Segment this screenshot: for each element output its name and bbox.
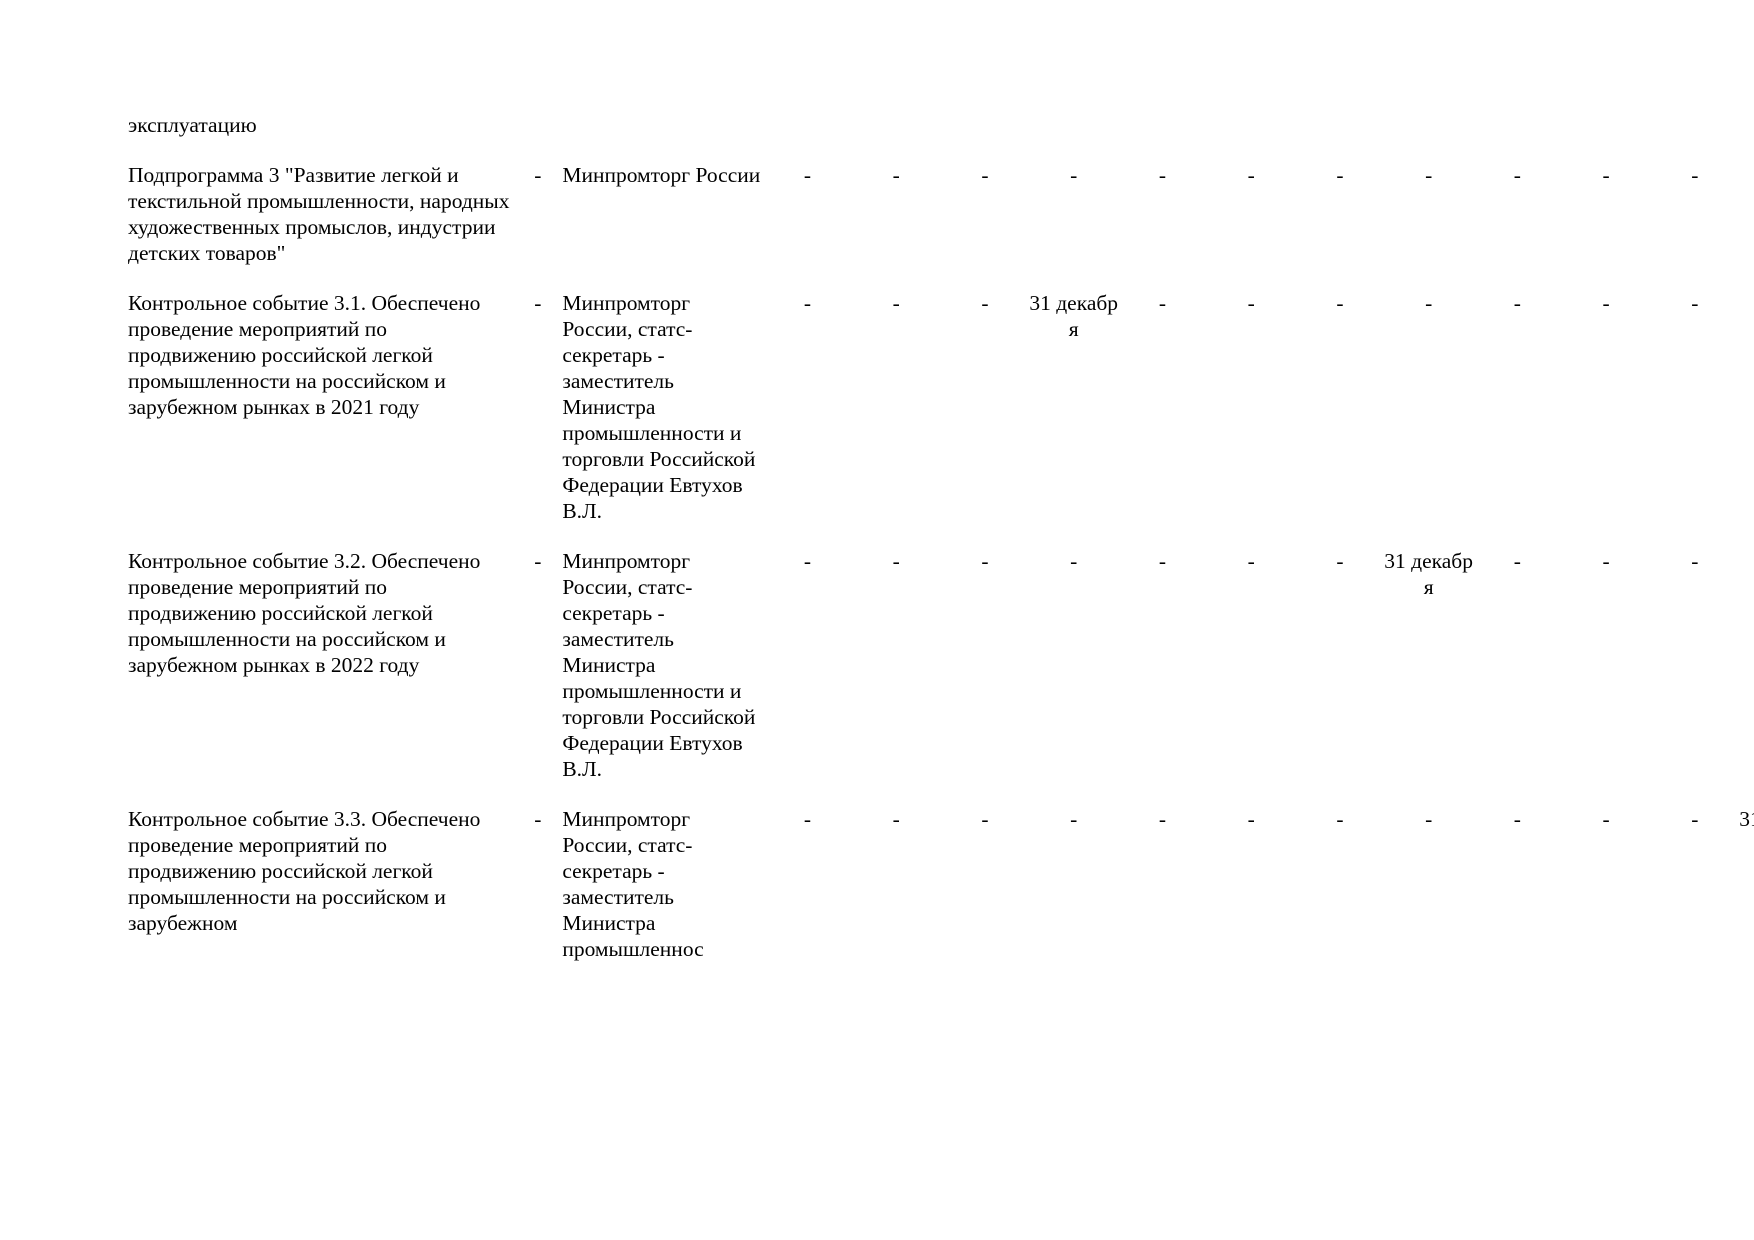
date-cell: - bbox=[1602, 549, 1610, 573]
date-cell: - bbox=[1336, 291, 1344, 315]
event-name-cell: Контрольное событие 3.1. Обеспечено пров… bbox=[128, 291, 481, 419]
row-spacer bbox=[128, 524, 1754, 548]
date-cell: 31 декабря bbox=[1029, 291, 1119, 341]
continuation-paragraph: эксплуатацию bbox=[128, 113, 257, 137]
date-cell: - bbox=[1425, 291, 1433, 315]
date-cell: - bbox=[1513, 549, 1521, 573]
date-cell: - bbox=[1602, 807, 1610, 831]
row-spacer-cell bbox=[128, 266, 1754, 290]
date-cell: - bbox=[981, 807, 989, 831]
date-cell: - bbox=[1691, 163, 1699, 187]
date-cell: - bbox=[1739, 290, 1754, 524]
date-cell: - bbox=[1336, 807, 1344, 831]
program-schedule-table: Подпрограмма 3 "Развитие легкой и тексти… bbox=[128, 162, 1754, 962]
marker-cell: - bbox=[534, 807, 542, 831]
responsible-party-cell: Минпромторг России bbox=[562, 163, 761, 187]
marker-cell: - bbox=[534, 163, 542, 187]
date-cell: - bbox=[981, 549, 989, 573]
date-cell: - bbox=[1513, 291, 1521, 315]
date-cell: - bbox=[1739, 162, 1754, 266]
date-cell: - bbox=[1513, 807, 1521, 831]
date-cell: - bbox=[1602, 163, 1610, 187]
row-spacer-cell bbox=[128, 782, 1754, 806]
date-cell: - bbox=[1739, 548, 1754, 782]
date-cell: - bbox=[1247, 291, 1255, 315]
table-row: Подпрограмма 3 "Развитие легкой и тексти… bbox=[128, 162, 1754, 266]
date-cell: - bbox=[1336, 549, 1344, 573]
date-cell: - bbox=[1513, 163, 1521, 187]
table-row: Контрольное событие 3.2. Обеспечено пров… bbox=[128, 548, 1754, 782]
date-cell: - bbox=[892, 291, 900, 315]
date-cell: - bbox=[892, 549, 900, 573]
date-cell: - bbox=[1602, 291, 1610, 315]
date-cell: - bbox=[981, 291, 989, 315]
date-cell: - bbox=[892, 807, 900, 831]
date-cell: - bbox=[981, 163, 989, 187]
event-name-cell: Контрольное событие 3.3. Обеспечено пров… bbox=[128, 807, 481, 935]
date-cell: - bbox=[803, 807, 812, 831]
date-cell: - bbox=[1691, 291, 1699, 315]
marker-cell: - bbox=[534, 549, 542, 573]
responsible-party-cell: Минпромторг России, статс-секретарь - за… bbox=[562, 807, 704, 961]
date-cell: - bbox=[1247, 807, 1255, 831]
marker-cell: - bbox=[534, 291, 542, 315]
table-row: Контрольное событие 3.1. Обеспечено пров… bbox=[128, 290, 1754, 524]
date-cell: - bbox=[1158, 807, 1167, 831]
row-spacer bbox=[128, 782, 1754, 806]
date-cell: - bbox=[803, 549, 812, 573]
row-spacer-cell bbox=[128, 524, 1754, 548]
date-cell: - bbox=[892, 163, 900, 187]
responsible-party-cell: Минпромторг России, статс-секретарь - за… bbox=[562, 291, 756, 523]
date-cell: - bbox=[1070, 163, 1078, 187]
responsible-party-cell: Минпромторг России, статс-секретарь - за… bbox=[562, 549, 756, 781]
date-cell: - bbox=[1247, 549, 1255, 573]
date-cell: - bbox=[1691, 549, 1699, 573]
date-cell: - bbox=[1070, 549, 1078, 573]
date-cell: - bbox=[1425, 163, 1433, 187]
date-cell: - bbox=[1425, 807, 1433, 831]
date-cell: - bbox=[803, 291, 812, 315]
row-spacer bbox=[128, 266, 1754, 290]
table-row: Контрольное событие 3.3. Обеспечено пров… bbox=[128, 806, 1754, 962]
event-name-cell: Контрольное событие 3.2. Обеспечено пров… bbox=[128, 549, 481, 677]
date-cell: - bbox=[1158, 163, 1167, 187]
date-cell: - bbox=[1691, 807, 1699, 831]
event-name-cell: Подпрограмма 3 "Развитие легкой и тексти… bbox=[128, 163, 510, 265]
date-cell: - bbox=[1158, 291, 1167, 315]
date-cell: - bbox=[803, 163, 812, 187]
date-cell: 31 декабря bbox=[1739, 807, 1754, 831]
date-cell: - bbox=[1070, 807, 1078, 831]
date-cell: - bbox=[1158, 549, 1167, 573]
date-cell: 31 декабря bbox=[1384, 549, 1473, 599]
date-cell: - bbox=[1247, 163, 1255, 187]
date-cell: - bbox=[1336, 163, 1344, 187]
